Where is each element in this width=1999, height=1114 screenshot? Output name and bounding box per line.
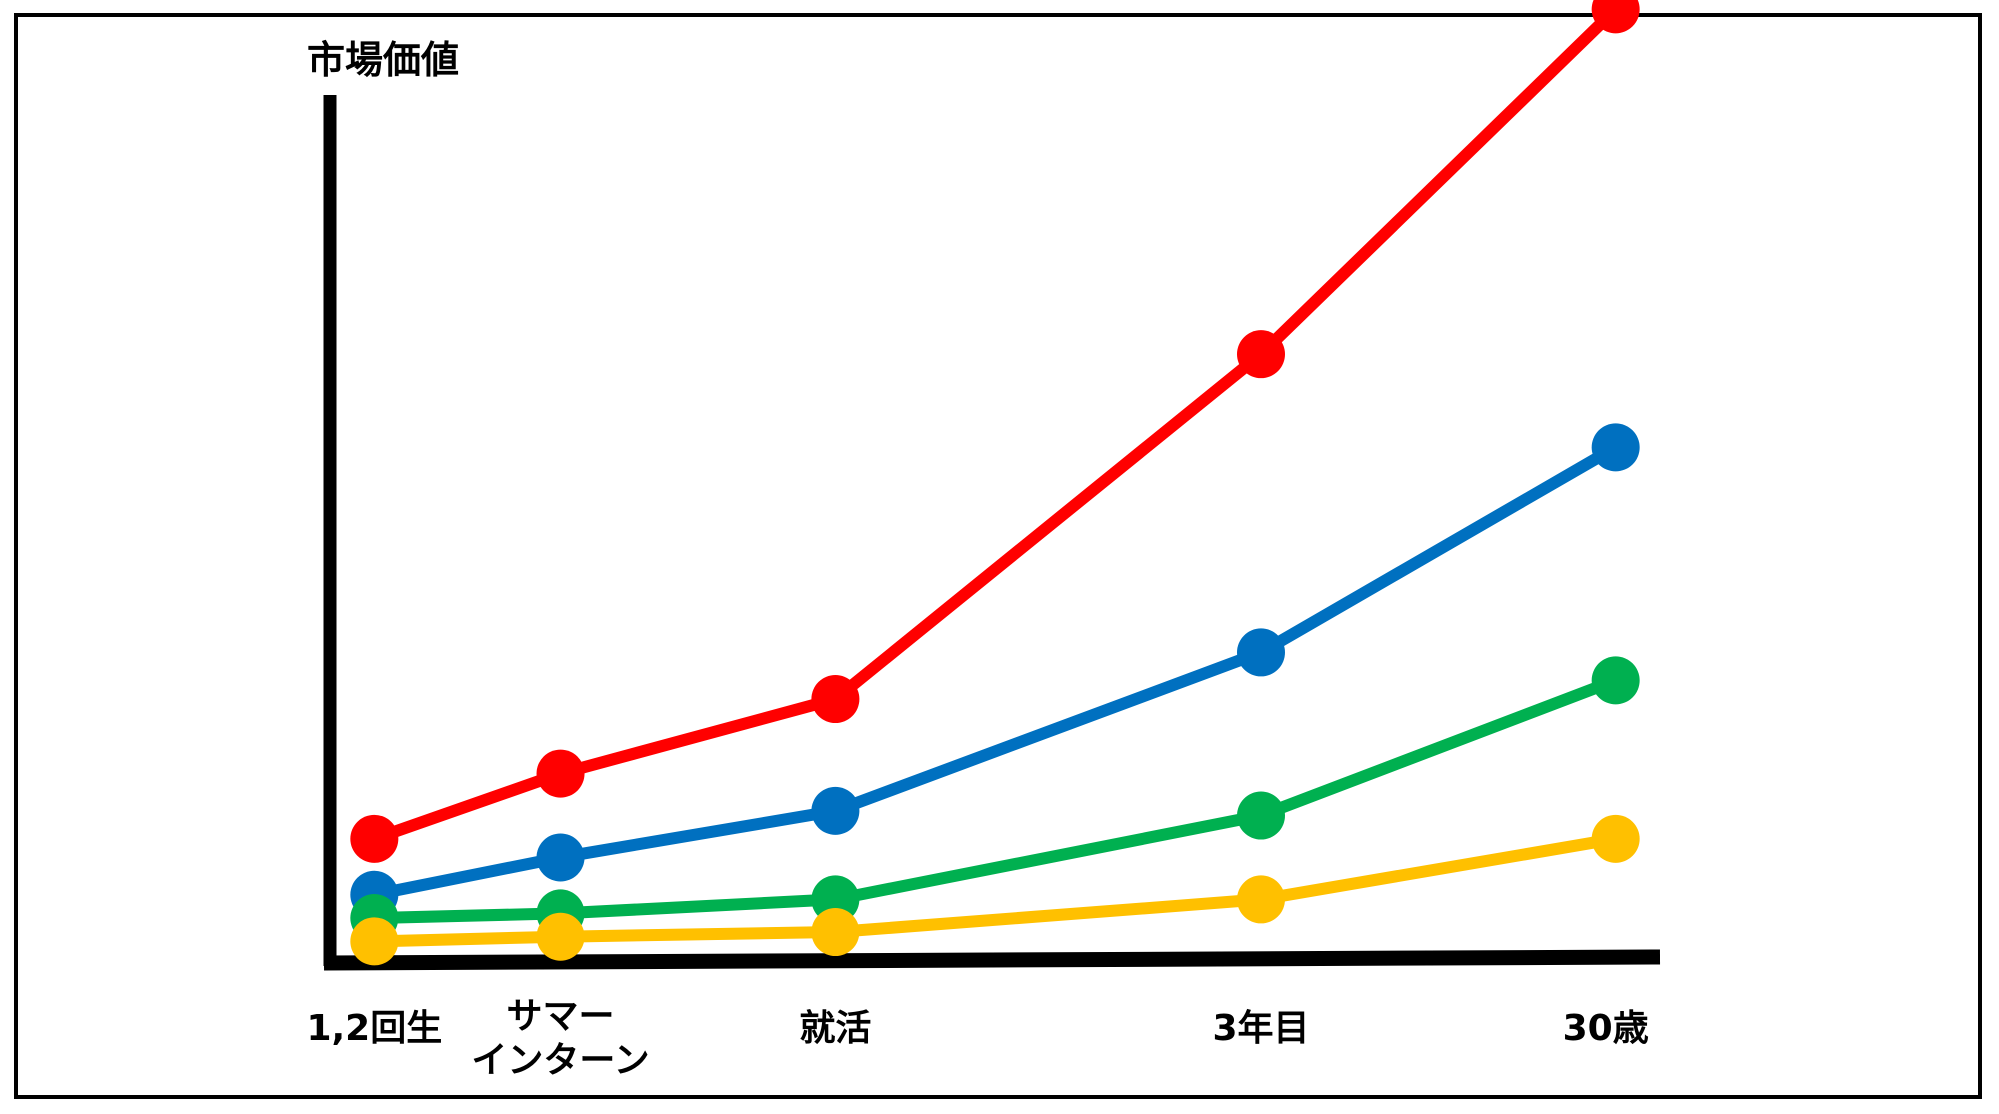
data-point [1237,330,1285,379]
series-line [374,674,1618,925]
series-line [372,5,1620,845]
data-point [1591,656,1640,705]
data-point [1237,875,1285,924]
x-tick-label: 就活 [799,1008,871,1049]
y-axis-label: 市場価値 [307,38,459,82]
chart-axes [323,95,1661,971]
data-point [811,675,860,724]
series-0 [350,0,1640,863]
x-axis-line [323,949,1661,971]
series-3 [350,814,1640,966]
data-point [350,917,399,966]
data-point [1237,791,1285,840]
x-tick-labels: 1,2回生 サマーインターン 就活 3年目 30歳 [306,996,1648,1081]
x-tick-label: 3年目 [1212,1008,1309,1049]
series-2 [350,656,1640,943]
data-point [811,908,860,957]
x-tick-label: 1,2回生 [306,1008,442,1049]
data-point [536,912,585,961]
data-point [811,786,860,835]
data-point [1591,423,1640,472]
data-point [1237,628,1285,677]
series-layer [350,0,1640,966]
data-point [536,749,585,798]
data-point [1591,0,1640,34]
data-point [536,833,585,882]
data-point [1591,814,1640,863]
x-tick-label: 30歳 [1563,1008,1649,1049]
x-tick-label: サマーインターン [471,996,649,1081]
series-1 [350,423,1640,919]
data-point [350,814,399,863]
series-line [373,442,1619,901]
